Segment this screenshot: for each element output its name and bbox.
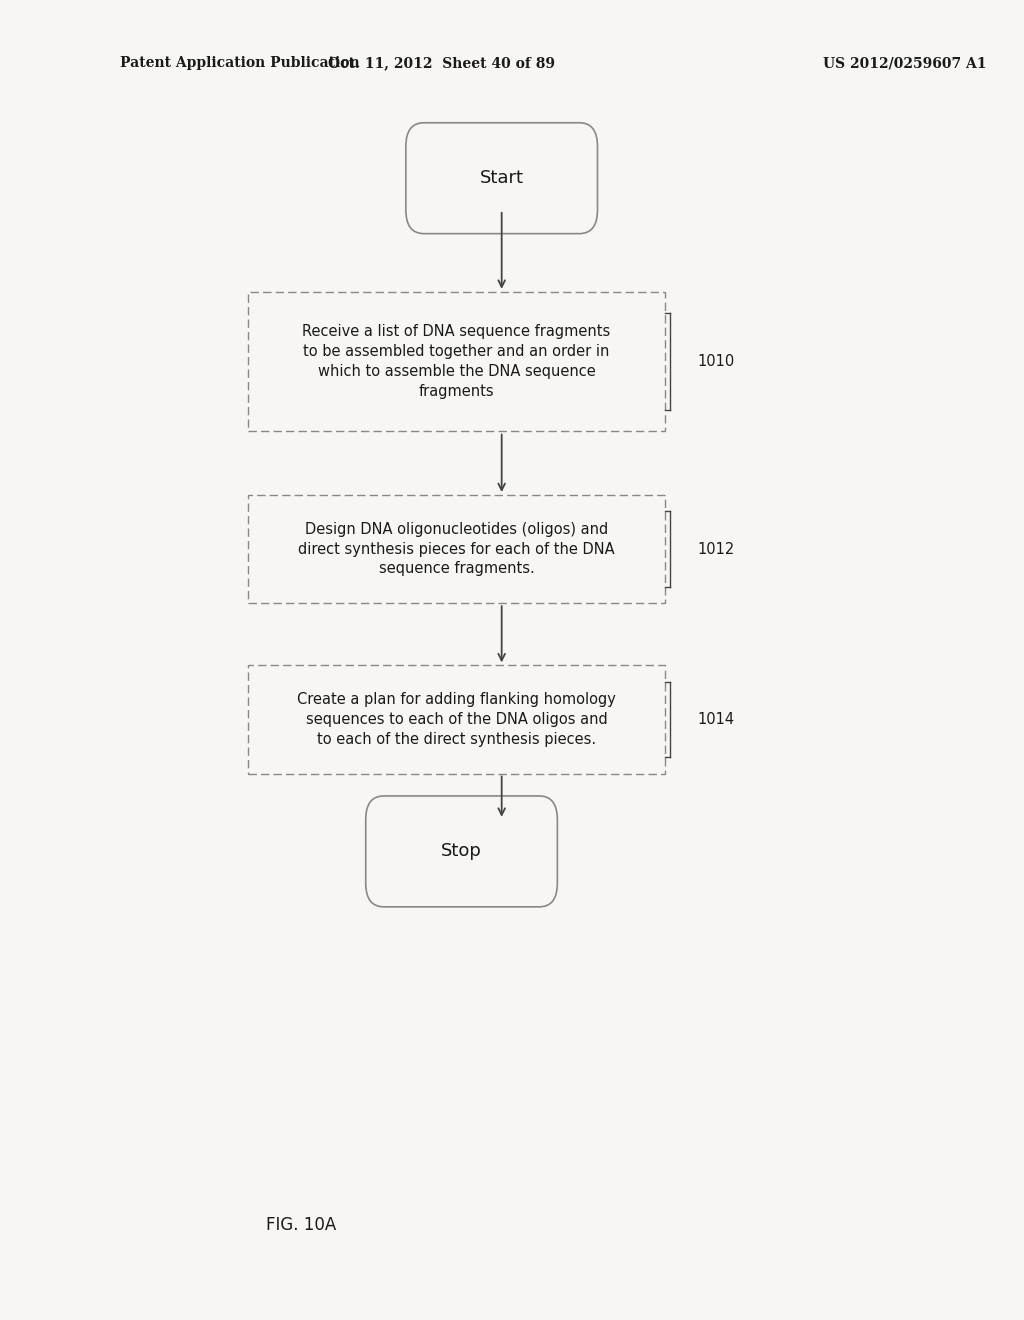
FancyBboxPatch shape	[249, 495, 665, 603]
Text: 1014: 1014	[697, 711, 734, 727]
Text: Create a plan for adding flanking homology
sequences to each of the DNA oligos a: Create a plan for adding flanking homolo…	[297, 692, 616, 747]
Text: Stop: Stop	[441, 842, 482, 861]
FancyBboxPatch shape	[249, 665, 665, 774]
Text: FIG. 10A: FIG. 10A	[266, 1216, 336, 1234]
Text: Design DNA oligonucleotides (oligos) and
direct synthesis pieces for each of the: Design DNA oligonucleotides (oligos) and…	[298, 521, 614, 577]
Text: Patent Application Publication: Patent Application Publication	[121, 57, 360, 70]
FancyBboxPatch shape	[366, 796, 557, 907]
Text: Receive a list of DNA sequence fragments
to be assembled together and an order i: Receive a list of DNA sequence fragments…	[302, 325, 610, 399]
Text: Start: Start	[479, 169, 523, 187]
FancyBboxPatch shape	[406, 123, 597, 234]
Text: Oct. 11, 2012  Sheet 40 of 89: Oct. 11, 2012 Sheet 40 of 89	[328, 57, 555, 70]
FancyBboxPatch shape	[249, 293, 665, 430]
Text: 1012: 1012	[697, 541, 734, 557]
Text: US 2012/0259607 A1: US 2012/0259607 A1	[822, 57, 986, 70]
Text: 1010: 1010	[697, 354, 734, 370]
